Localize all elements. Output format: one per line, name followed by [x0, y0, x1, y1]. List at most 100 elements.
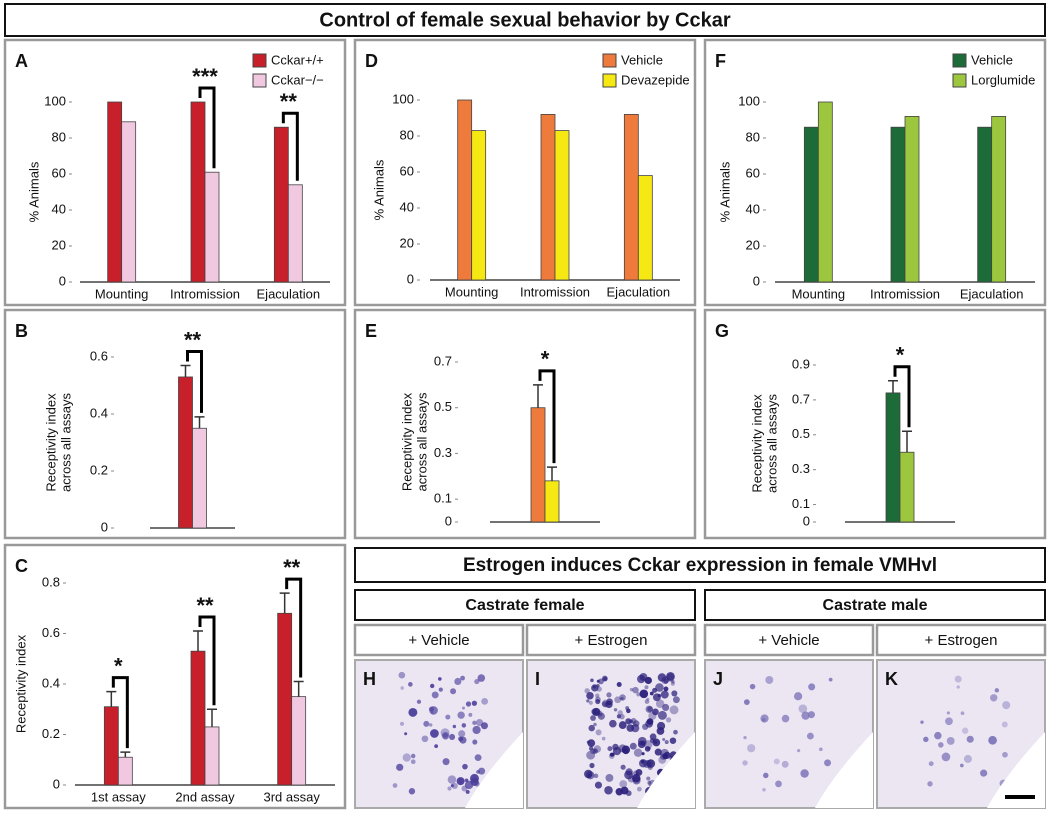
- stain-dot: [966, 735, 974, 743]
- stain-dot: [1002, 751, 1008, 758]
- stain-dot: [662, 703, 670, 712]
- title-box: [4, 3, 1046, 37]
- stain-dot: [605, 700, 613, 709]
- stain-dot: [941, 752, 951, 762]
- stain-dot: [392, 783, 398, 788]
- y-tick-label: 0.6: [90, 348, 108, 363]
- stain-dot: [442, 758, 450, 766]
- bar: [530, 407, 546, 523]
- stain-dot: [620, 786, 629, 795]
- stain-dot: [618, 721, 627, 729]
- stain-dot: [665, 717, 672, 723]
- significance-label: *: [896, 343, 905, 368]
- figure-title: Control of female sexual behavior by Cck…: [319, 9, 730, 31]
- stain-dot: [428, 706, 435, 712]
- bar: [178, 376, 193, 529]
- bar: [623, 114, 639, 281]
- y-tick-label: 40: [400, 199, 414, 214]
- stain-dot: [461, 723, 467, 728]
- stain-dot: [642, 723, 649, 730]
- y-tick-label: 0: [753, 273, 760, 288]
- stain-dot: [994, 688, 1000, 693]
- stain-dot: [440, 728, 450, 738]
- stain-dot: [946, 711, 950, 715]
- y-tick-label: 0: [59, 273, 66, 288]
- error-bar: [120, 751, 131, 758]
- stain-dot: [646, 776, 651, 781]
- legend-swatch: [252, 53, 267, 68]
- y-tick-label: 0.6: [42, 625, 60, 640]
- stain-dot: [775, 780, 782, 788]
- panel-box: [3, 543, 347, 810]
- error-bar: [279, 592, 290, 614]
- stain-dot: [673, 729, 678, 735]
- y-tick-label: 0.1: [792, 496, 810, 511]
- stain-dot: [742, 760, 748, 766]
- y-tick-label: 0.8: [42, 574, 60, 589]
- stain-dot: [586, 750, 596, 760]
- group-box: [354, 589, 696, 621]
- stain-dot: [652, 738, 661, 747]
- stain-dot: [980, 769, 988, 777]
- y-axis-label: Receptivity index: [399, 392, 414, 491]
- bar: [890, 126, 906, 283]
- stain-dot: [441, 732, 450, 740]
- stain-dot: [657, 673, 667, 682]
- stain-dot: [649, 691, 654, 696]
- bar: [277, 612, 293, 786]
- stain-dot: [410, 753, 416, 759]
- stain-dot: [626, 724, 635, 732]
- stain-dot: [592, 685, 596, 689]
- stain-dot: [617, 710, 623, 716]
- stain-dot: [656, 727, 665, 735]
- tissue-edge: [987, 732, 1045, 808]
- bar: [190, 650, 206, 786]
- y-tick-label: 0: [53, 776, 60, 791]
- y-tick-label: 0.5: [792, 426, 810, 441]
- y-tick-label: 0.9: [792, 356, 810, 371]
- stain-dot: [670, 681, 675, 686]
- y-tick-label: 40: [746, 201, 760, 216]
- y-tick-label: 20: [52, 237, 66, 252]
- y-tick-label: 0.2: [90, 462, 108, 477]
- stain-dot: [604, 786, 613, 795]
- bar: [204, 171, 220, 283]
- stain-dot: [988, 735, 997, 745]
- stain-dot: [606, 692, 612, 698]
- stain-dot: [588, 700, 593, 705]
- stain-dot: [438, 687, 443, 692]
- stain-dot: [586, 771, 595, 780]
- legend-label: Vehicle: [971, 52, 1013, 67]
- stain-dot: [613, 708, 618, 712]
- group-box: [704, 589, 1046, 621]
- stain-dot: [449, 733, 456, 740]
- stain-dot: [451, 782, 458, 789]
- panel-letter: G: [715, 321, 729, 341]
- stain-dot: [662, 738, 666, 742]
- stain-dot: [404, 732, 408, 736]
- x-tick-label: 3rd assay: [263, 789, 320, 804]
- legend-swatch: [602, 73, 617, 88]
- stain-dot: [408, 707, 418, 717]
- panel-letter: A: [15, 51, 28, 71]
- stain-dot: [450, 688, 457, 695]
- legend-swatch: [952, 53, 967, 68]
- stain-dot: [643, 740, 653, 749]
- stain-dot: [591, 708, 599, 716]
- stain-dot: [920, 720, 924, 724]
- stain-dot: [619, 780, 628, 788]
- bar: [457, 99, 473, 281]
- stain-dot: [598, 678, 604, 685]
- x-tick-label: Mounting: [445, 284, 498, 299]
- bar: [192, 427, 207, 529]
- x-tick-label: Ejaculation: [257, 286, 321, 301]
- stain-dot: [590, 715, 596, 721]
- stain-dot: [762, 787, 766, 792]
- stain-dot: [430, 711, 434, 715]
- stain-dot: [423, 720, 430, 727]
- legend-swatch: [952, 73, 967, 88]
- stain-dot: [1002, 701, 1011, 710]
- stain-dot: [801, 711, 810, 720]
- stain-dot: [472, 720, 477, 726]
